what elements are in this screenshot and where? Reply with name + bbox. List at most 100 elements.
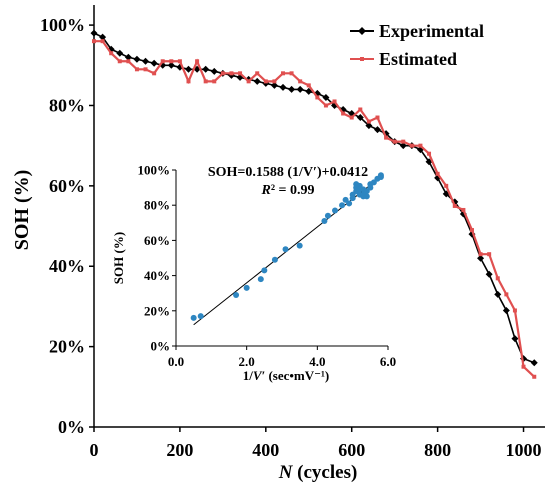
inset-y-tick-label: 80% bbox=[144, 198, 170, 213]
series-point-estimated bbox=[358, 107, 363, 112]
series-point-estimated bbox=[504, 292, 509, 297]
inset-y-tick-label: 40% bbox=[144, 268, 170, 283]
legend-marker-experimental bbox=[358, 27, 366, 35]
inset-points-group bbox=[190, 172, 384, 321]
main-x-ticks: 0 200 400 600 800 1000 bbox=[90, 427, 542, 460]
main-x-axis-label-italic: N bbox=[278, 462, 294, 483]
series-point-estimated bbox=[427, 151, 432, 156]
inset-r-squared-rest: ² = 0.99 bbox=[271, 183, 315, 198]
series-point-estimated bbox=[409, 143, 414, 148]
inset-r-squared: R² = 0.99 bbox=[260, 183, 314, 198]
inset-x-axis-label-rest: (sec•mV⁻¹) bbox=[265, 368, 329, 383]
series-point-experimental bbox=[116, 49, 124, 57]
series-point-estimated bbox=[478, 252, 483, 257]
legend-label-experimental: Experimental bbox=[379, 21, 484, 41]
series-point-estimated bbox=[461, 207, 466, 212]
series-point-experimental bbox=[494, 290, 502, 298]
inset-data-point bbox=[282, 246, 289, 253]
inset-y-tick-label: 20% bbox=[144, 303, 170, 318]
series-point-estimated bbox=[263, 79, 268, 84]
series-point-experimental bbox=[124, 53, 132, 61]
inset-x-tick-label: 6.0 bbox=[380, 354, 396, 369]
series-point-experimental bbox=[99, 33, 107, 41]
series-point-estimated bbox=[272, 79, 277, 84]
inset-data-point bbox=[233, 291, 240, 298]
inset-data-point bbox=[321, 218, 328, 225]
legend-marker-estimated bbox=[360, 57, 364, 61]
series-point-experimental bbox=[399, 142, 407, 150]
inset-data-point bbox=[367, 184, 374, 191]
main-x-tick-label: 600 bbox=[338, 440, 365, 460]
series-point-experimental bbox=[279, 83, 287, 91]
inset-x-tick-label: 4.0 bbox=[309, 354, 325, 369]
inset-x-axis-label: 1/V′ (sec•mV⁻¹) bbox=[243, 368, 330, 383]
inset-data-point bbox=[197, 313, 204, 320]
series-point-experimental bbox=[90, 29, 98, 37]
main-x-axis-label-rest: (cycles) bbox=[292, 462, 357, 483]
inset-x-ticks: 0.0 2.0 4.0 6.0 bbox=[168, 346, 396, 369]
inset-x-tick-label: 2.0 bbox=[239, 354, 255, 369]
series-point-experimental bbox=[288, 85, 296, 93]
inset-data-point bbox=[261, 267, 268, 274]
inset-y-ticks: 0% 20% 40% 60% 80% 100% bbox=[138, 163, 176, 354]
series-point-estimated bbox=[289, 71, 294, 76]
series-point-estimated bbox=[444, 183, 449, 188]
series-point-estimated bbox=[255, 71, 260, 76]
series-point-estimated bbox=[152, 71, 157, 76]
series-point-estimated bbox=[117, 59, 122, 64]
series-point-estimated bbox=[280, 71, 285, 76]
series-point-experimental bbox=[270, 81, 278, 89]
inset-data-point bbox=[190, 314, 197, 321]
legend-item-estimated: Estimated bbox=[350, 49, 457, 69]
series-point-estimated bbox=[246, 79, 251, 84]
series-line-estimated bbox=[94, 40, 536, 378]
main-y-tick-label: 100% bbox=[40, 15, 85, 35]
series-point-experimental bbox=[253, 77, 261, 85]
series-point-estimated bbox=[220, 71, 225, 76]
inset-data-point bbox=[339, 202, 346, 209]
inset-y-tick-label: 0% bbox=[151, 339, 171, 354]
legend-item-experimental: Experimental bbox=[350, 21, 484, 41]
main-y-ticks: 0% 20% 40% 60% 80% 100% bbox=[40, 15, 94, 437]
series-point-estimated bbox=[435, 171, 440, 176]
series-point-estimated bbox=[532, 374, 537, 379]
series-point-experimental bbox=[184, 65, 192, 73]
inset-y-tick-label: 60% bbox=[144, 233, 170, 248]
series-point-estimated bbox=[384, 135, 389, 140]
series-point-estimated bbox=[487, 252, 492, 257]
series-point-estimated bbox=[195, 59, 200, 64]
inset-equation: SOH=0.1588 (1/V′)+0.0412 bbox=[208, 165, 368, 180]
inset-data-point bbox=[324, 212, 331, 219]
series-point-experimental bbox=[373, 126, 381, 134]
inset-x-axis-label-italic: V′ bbox=[253, 368, 266, 383]
inset-data-point bbox=[353, 181, 360, 188]
series-point-estimated bbox=[169, 59, 174, 64]
inset-y-axis-label: SOH (%) bbox=[111, 232, 126, 284]
main-y-tick-label: 40% bbox=[49, 256, 85, 276]
series-point-estimated bbox=[521, 364, 526, 369]
series-point-estimated bbox=[203, 79, 208, 84]
inset-plot: 0.0 2.0 4.0 6.0 0% 20% 40% 60% 80% 100% SOH=0.15… bbox=[111, 163, 396, 384]
series-point-experimental bbox=[210, 67, 218, 75]
series-point-estimated bbox=[366, 119, 371, 124]
inset-x-tick-label: 0.0 bbox=[168, 354, 184, 369]
series-point-estimated bbox=[160, 59, 165, 64]
series-point-estimated bbox=[512, 308, 517, 313]
series-point-experimental bbox=[502, 306, 510, 314]
inset-data-point bbox=[332, 207, 338, 214]
series-point-estimated bbox=[126, 59, 131, 64]
series-point-experimental bbox=[296, 85, 304, 93]
main-y-tick-label: 60% bbox=[49, 176, 85, 196]
main-x-tick-label: 0 bbox=[90, 440, 99, 460]
main-y-tick-label: 20% bbox=[49, 337, 85, 357]
series-point-estimated bbox=[212, 79, 217, 84]
inset-data-point bbox=[377, 172, 384, 179]
main-y-axis-label: SOH (%) bbox=[11, 170, 33, 251]
main-series-group bbox=[90, 29, 538, 379]
series-point-estimated bbox=[306, 83, 311, 88]
main-x-axis-label: N (cycles) bbox=[278, 462, 358, 483]
series-point-estimated bbox=[315, 95, 320, 100]
series-point-estimated bbox=[375, 115, 380, 120]
series-point-experimental bbox=[202, 65, 210, 73]
